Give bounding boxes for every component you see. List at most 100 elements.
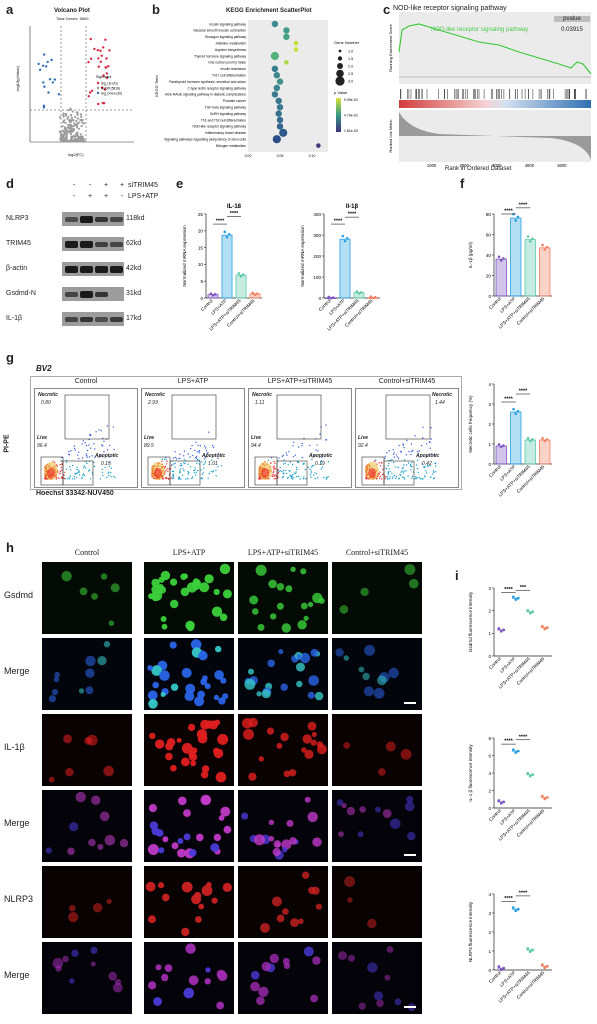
volcano-point-up — [97, 102, 100, 106]
volcano-point-nodiff — [77, 135, 80, 138]
micro-cells — [335, 644, 399, 699]
micro-cells — [338, 946, 416, 1011]
flow-event — [434, 462, 436, 465]
chart-point — [341, 234, 345, 238]
micro-cell — [276, 583, 285, 591]
flow-event — [83, 467, 85, 469]
kegg-term: NOD-like receptor signaling pathway — [192, 125, 246, 129]
micro-cell — [159, 670, 170, 681]
flow-event — [52, 460, 54, 462]
chart-point — [514, 412, 518, 416]
micro-cell — [282, 908, 289, 915]
chart-sig-stars: **** — [519, 734, 528, 740]
flow-event — [409, 464, 412, 467]
chart-title: IL-18 — [227, 204, 242, 210]
kegg-term: Th1 and Th2 cell differentiation — [201, 118, 246, 122]
panel-label-f: f — [460, 176, 465, 191]
micro-cell — [85, 655, 96, 667]
flow-event — [172, 474, 174, 476]
flow-event — [429, 476, 432, 478]
volcano-point-up — [102, 74, 105, 77]
kegg-dot — [293, 40, 299, 46]
flow-event — [191, 444, 193, 447]
chart-point — [540, 794, 544, 798]
flow-apoptotic-label: Apoptotic — [95, 453, 119, 459]
micro-image — [144, 942, 234, 1014]
flow-event — [303, 476, 305, 478]
gsea-xtick: 4000 — [525, 163, 535, 168]
flow-event — [113, 448, 115, 451]
chart-bar — [495, 258, 507, 297]
gsea-xtick: 3000 — [492, 163, 502, 168]
kegg-dot — [276, 116, 284, 124]
micro-cell — [252, 608, 259, 615]
flow-event — [184, 462, 186, 465]
kegg-p-label: 4.79e-02 — [344, 114, 358, 118]
blot-condition-sign: - — [72, 193, 76, 200]
flow-event — [432, 477, 435, 480]
flow-event — [93, 443, 95, 445]
chart-point — [528, 240, 532, 243]
flow-event — [110, 467, 113, 469]
blot-band — [65, 317, 78, 322]
blot-membrane — [62, 262, 124, 276]
micro-image — [238, 942, 328, 1014]
flow-event — [200, 469, 202, 471]
chart-ytick: 0 — [200, 296, 203, 301]
flow-event — [93, 461, 95, 463]
micro-cell — [255, 564, 267, 576]
micro-cell — [409, 578, 419, 589]
micro-cell — [315, 903, 322, 910]
micro-cell — [261, 961, 271, 972]
blot-condition-label: LPS+ATP — [128, 193, 159, 200]
volcano-point-nodiff — [72, 125, 75, 128]
flow-event — [422, 437, 424, 439]
micro-cell — [177, 838, 184, 844]
flow-event — [320, 463, 322, 465]
panel-label-h: h — [6, 540, 14, 555]
chart-ytick: 60 — [486, 232, 492, 237]
volcano-point-nodiff — [74, 116, 77, 119]
micro-cells — [336, 795, 416, 841]
flow-event — [288, 470, 290, 472]
flow-event — [301, 445, 303, 447]
kegg-dot — [316, 143, 321, 148]
flow-event — [73, 445, 75, 447]
flow-event — [174, 466, 176, 468]
micro-cell — [189, 849, 197, 857]
volcano-point-down — [53, 78, 57, 81]
chart-point — [528, 950, 532, 953]
flow-event — [273, 468, 276, 470]
flow-event — [207, 477, 209, 479]
blot-condition-sign: + — [103, 193, 109, 200]
flow-event — [285, 452, 287, 454]
volcano-point-nodiff — [67, 109, 70, 112]
chart-ylabel: IL-1 β fluorescence intensity — [468, 744, 473, 802]
micro-cell — [272, 847, 281, 857]
chart-sig-stars: **** — [348, 212, 357, 218]
flow-event — [208, 472, 210, 475]
micro-cell — [307, 721, 317, 731]
gsea-metric-area — [399, 112, 591, 160]
kegg-size-dot — [337, 56, 343, 61]
micro-cells — [147, 639, 229, 709]
flow-event — [192, 454, 194, 457]
micro-cell — [343, 742, 351, 749]
flow-event — [410, 453, 412, 455]
flow-event — [76, 466, 78, 468]
micro-cell — [155, 829, 164, 837]
blot-band — [80, 216, 93, 223]
volcano-point-nodiff — [61, 129, 64, 132]
flow-event — [316, 477, 319, 479]
micro-cell — [165, 752, 173, 761]
chart-point — [329, 296, 333, 300]
flow-gate-apoptotic — [62, 460, 94, 486]
flow-gate-necrotic — [385, 394, 431, 440]
gsea-title: NOD-like receptor signaling pathway — [393, 5, 507, 12]
chart-point — [209, 292, 213, 295]
flow-event — [198, 450, 200, 452]
panel-label-g: g — [6, 350, 14, 365]
flow-event — [83, 474, 86, 477]
kegg-term: Vascular smooth muscle contraction — [193, 29, 246, 33]
flow-event — [393, 461, 395, 464]
